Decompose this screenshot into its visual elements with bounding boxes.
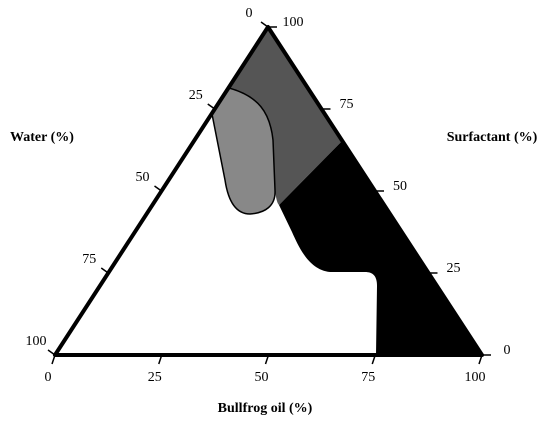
tick-label: 0 <box>45 370 52 385</box>
right-axis-title: Surfactant (%) <box>447 130 538 145</box>
tick-mark <box>371 354 376 365</box>
tick-label: 75 <box>340 97 354 112</box>
bottom-axis-title: Bullfrog oil (%) <box>218 401 313 416</box>
tick-label: 0 <box>504 343 511 358</box>
tick-mark <box>47 349 56 356</box>
tick-mark <box>478 354 483 365</box>
tick-label: 100 <box>465 370 486 385</box>
dark-gray-region <box>229 27 343 205</box>
tick-mark <box>207 103 216 110</box>
black-region <box>279 140 482 355</box>
tick-label: 100 <box>26 334 47 349</box>
light-gray-region <box>211 87 276 215</box>
tick-label: 75 <box>82 252 96 267</box>
tick-label: 50 <box>136 170 150 185</box>
tick-label: 25 <box>447 261 461 276</box>
tick-mark <box>264 354 270 365</box>
tick-mark <box>100 267 109 274</box>
tick-label: 0 <box>246 6 253 21</box>
tick-label: 100 <box>283 15 304 30</box>
left-axis-title: Water (%) <box>10 130 74 145</box>
tick-label: 50 <box>393 179 407 194</box>
tick-label: 50 <box>255 370 269 385</box>
tick-label: 75 <box>361 370 375 385</box>
tick-mark <box>158 354 163 365</box>
tick-mark <box>260 21 269 28</box>
tick-label: 25 <box>189 88 203 103</box>
tick-mark <box>154 185 162 192</box>
tick-label: 25 <box>148 370 162 385</box>
tick-mark <box>51 354 56 365</box>
